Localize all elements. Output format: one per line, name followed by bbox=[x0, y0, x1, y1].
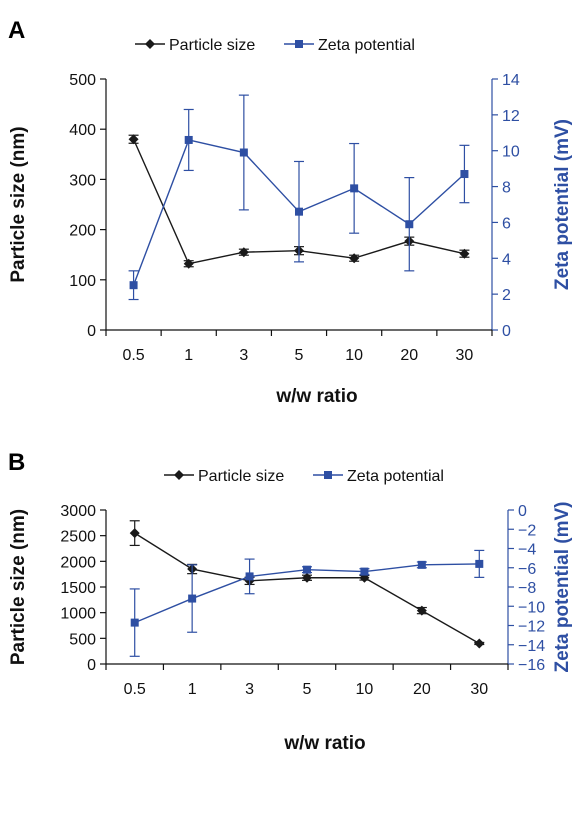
x-tick-label: 20 bbox=[400, 347, 418, 364]
y2-tick-label: −4 bbox=[518, 542, 536, 559]
y-tick-label: 1500 bbox=[60, 580, 96, 597]
data-point bbox=[129, 281, 138, 290]
data-point bbox=[129, 528, 140, 539]
legend-marker bbox=[145, 39, 155, 49]
x-tick-label: 1 bbox=[188, 681, 197, 698]
x-axis-title: w/w ratio bbox=[275, 386, 357, 407]
y2-tick-label: 12 bbox=[502, 108, 520, 125]
data-point bbox=[349, 253, 360, 264]
legend-marker bbox=[174, 470, 184, 480]
y-tick-label: 2000 bbox=[60, 554, 96, 571]
data-point bbox=[302, 572, 312, 583]
y2-tick-label: 2 bbox=[502, 287, 511, 304]
series-zeta-potential bbox=[129, 549, 485, 657]
y-tick-label: 3000 bbox=[60, 503, 96, 520]
y2-tick-label: −8 bbox=[518, 580, 536, 597]
x-tick-label: 10 bbox=[345, 347, 363, 364]
legend-label: Zeta potential bbox=[347, 468, 444, 485]
legend-marker bbox=[295, 40, 303, 48]
data-point bbox=[417, 560, 426, 569]
x-tick-label: 5 bbox=[303, 681, 312, 698]
x-tick-label: 30 bbox=[470, 681, 488, 698]
chart-panel-b: B 0 500 1000 1500 2000 2500 3000 −16 −14 −12 −10 −8 −… bbox=[8, 449, 573, 754]
series-particle-size bbox=[129, 520, 485, 649]
x-tick-label: 0.5 bbox=[122, 347, 144, 364]
data-point bbox=[459, 248, 470, 259]
y2-tick-label: −10 bbox=[518, 599, 545, 616]
data-point bbox=[405, 220, 414, 229]
data-point bbox=[474, 638, 485, 649]
y-tick-label: 500 bbox=[69, 72, 96, 89]
x-tick-label: 30 bbox=[456, 347, 474, 364]
data-point bbox=[360, 567, 369, 576]
data-point bbox=[188, 594, 197, 603]
data-point bbox=[238, 247, 249, 258]
x-tick-label: 1 bbox=[184, 347, 193, 364]
y-tick-label: 100 bbox=[69, 273, 96, 290]
legend: Particle size Zeta potential bbox=[164, 468, 444, 485]
y2-tick-label: −14 bbox=[518, 638, 545, 655]
y-tick-label: 500 bbox=[69, 631, 96, 648]
y-tick-label: 0 bbox=[87, 657, 96, 674]
data-point bbox=[128, 134, 139, 145]
y2-tick-label: 10 bbox=[502, 144, 520, 161]
y2-tick-label: 6 bbox=[502, 215, 511, 232]
y2-axis-title: Zeta potential (mV) bbox=[552, 119, 573, 290]
y-tick-label: 400 bbox=[69, 122, 96, 139]
y-tick-label: 200 bbox=[69, 223, 96, 240]
x-tick-label: 0.5 bbox=[124, 681, 146, 698]
legend: Particle size Zeta potential bbox=[135, 37, 415, 54]
y-tick-label: 1000 bbox=[60, 606, 96, 623]
y-tick-label: 0 bbox=[87, 323, 96, 340]
data-point bbox=[130, 618, 139, 627]
data-point bbox=[239, 148, 248, 157]
series-zeta-potential bbox=[128, 94, 470, 301]
y2-tick-label: 14 bbox=[502, 72, 520, 89]
x-tick-label: 20 bbox=[413, 681, 431, 698]
x-tick-label: 10 bbox=[356, 681, 374, 698]
x-axis-title: w/w ratio bbox=[283, 733, 365, 754]
data-point bbox=[460, 170, 469, 179]
x-tick-label: 3 bbox=[245, 681, 254, 698]
y2-tick-label: −12 bbox=[518, 619, 545, 636]
y-axis-title: Particle size (nm) bbox=[8, 509, 29, 665]
y2-tick-label: 4 bbox=[502, 251, 511, 268]
data-point bbox=[350, 184, 359, 193]
y2-tick-label: −6 bbox=[518, 561, 536, 578]
legend-label: Particle size bbox=[198, 468, 284, 485]
y2-tick-label: −2 bbox=[518, 522, 536, 539]
legend-marker bbox=[324, 471, 332, 479]
data-point bbox=[245, 572, 254, 581]
y-tick-label: 2500 bbox=[60, 529, 96, 546]
x-tick-label: 5 bbox=[295, 347, 304, 364]
data-point bbox=[303, 565, 311, 574]
y2-tick-label: 0 bbox=[518, 503, 527, 520]
chart-panel-a: A 0 100 200 300 400 500 0 2 4 6 8 10 12 14 0.5 1 3 5 10 20 30… bbox=[8, 17, 573, 407]
y-tick-label: 300 bbox=[69, 172, 96, 189]
x-tick-label: 3 bbox=[239, 347, 248, 364]
data-point bbox=[183, 258, 194, 269]
data-point bbox=[295, 207, 303, 216]
legend-label: Zeta potential bbox=[318, 37, 415, 54]
legend-label: Particle size bbox=[169, 37, 255, 54]
data-point bbox=[416, 605, 427, 616]
data-point bbox=[475, 559, 484, 568]
y2-axis-title: Zeta potential (mV) bbox=[552, 501, 573, 672]
panel-letter: A bbox=[8, 17, 25, 44]
panel-letter: B bbox=[8, 449, 25, 476]
y-axis-title: Particle size (nm) bbox=[8, 126, 29, 282]
y2-tick-label: −16 bbox=[518, 657, 545, 674]
data-point bbox=[184, 135, 193, 144]
series-line bbox=[134, 532, 480, 645]
y2-tick-label: 0 bbox=[502, 323, 511, 340]
y2-tick-label: 8 bbox=[502, 180, 511, 197]
